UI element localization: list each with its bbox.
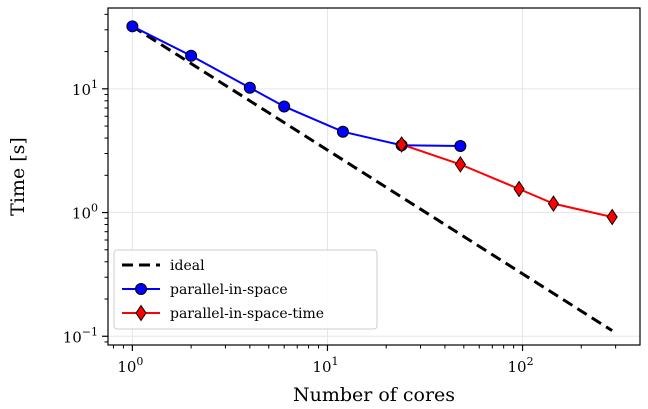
data-point-parallel-in-space-time bbox=[513, 180, 525, 198]
grid bbox=[108, 8, 640, 345]
data-point-parallel-in-space bbox=[243, 81, 256, 94]
x-tick-label: 100 bbox=[117, 355, 143, 376]
legend-label-parallel-in-space-time: parallel-in-space-time bbox=[170, 306, 324, 322]
data-point-parallel-in-space-time bbox=[547, 195, 560, 213]
legend-label-ideal: ideal bbox=[170, 258, 205, 274]
ticks: 100 101 102 10−1 100 101 bbox=[63, 13, 617, 376]
legend-box bbox=[113, 249, 378, 330]
y-tick-label: 101 bbox=[72, 78, 98, 99]
data-point-parallel-in-space-time bbox=[606, 208, 618, 226]
data-point-parallel-in-space-time bbox=[396, 136, 408, 153]
x-axis-label: Number of cores bbox=[293, 384, 455, 406]
data-point-parallel-in-space bbox=[336, 125, 349, 138]
plot-frame bbox=[107, 7, 641, 346]
y-tick-label: 10−1 bbox=[63, 325, 98, 346]
series-line-parallel-in-space bbox=[131, 25, 461, 147]
y-axis-label: Time [s] bbox=[7, 137, 29, 216]
data-point-parallel-in-space-time bbox=[454, 155, 466, 173]
data-point-parallel-in-space bbox=[454, 140, 467, 153]
legend-marker-parallel-in-space bbox=[135, 283, 147, 295]
y-tick-label: 100 bbox=[72, 202, 98, 223]
plot-markers bbox=[126, 20, 618, 226]
x-tick-label: 102 bbox=[507, 355, 533, 376]
data-point-parallel-in-space bbox=[185, 49, 198, 62]
legend-marker-parallel-in-space-time bbox=[135, 304, 147, 322]
legend: ideal parallel-in-space parallel-in-space-… bbox=[113, 249, 378, 330]
legend-label-parallel-in-space: parallel-in-space bbox=[170, 282, 288, 298]
data-point-parallel-in-space bbox=[126, 20, 139, 33]
series-line-ideal bbox=[131, 25, 613, 332]
x-tick-label: 101 bbox=[312, 355, 338, 376]
data-point-parallel-in-space bbox=[278, 100, 291, 113]
series-line-parallel-in-space-time bbox=[401, 143, 613, 218]
